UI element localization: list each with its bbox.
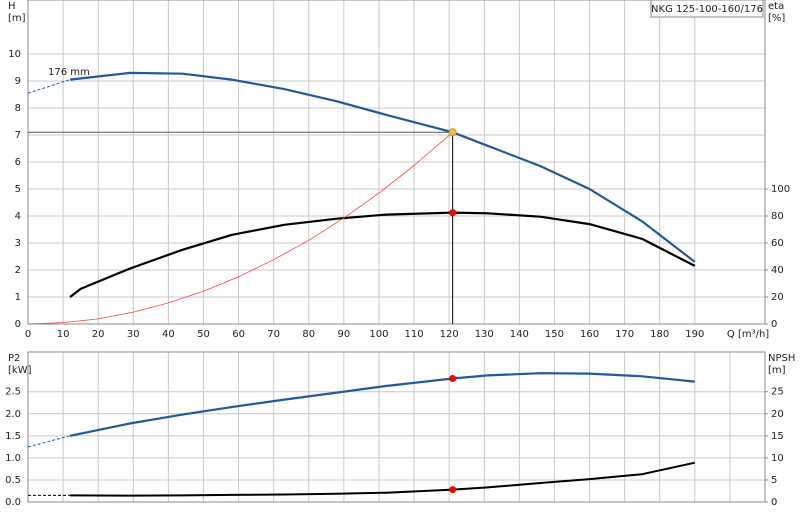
x-tick-label: 80 [302,329,315,340]
y-tick-label: 1 [15,292,21,303]
x-tick-label: 100 [369,329,388,340]
series-line [27,79,71,94]
operating-point [448,128,457,137]
series-line [69,71,696,263]
y2-tick-label: 100 [771,184,790,195]
series-line [27,435,71,448]
x-tick-label: 60 [232,329,245,340]
x-tick-label: 70 [267,329,280,340]
x-tick-label: 180 [650,329,669,340]
y2-tick-label: 60 [771,238,784,249]
x-tick-label: 10 [57,329,70,340]
y2-axis-unit: [%] [768,13,785,24]
y-tick-label: 7 [15,130,21,141]
y2-axis-label: NPSH [768,353,795,364]
y2-tick-label: 0 [771,319,777,330]
title-box [650,0,764,18]
x-tick-label: 170 [615,329,634,340]
y2-tick-label: 10 [771,453,784,464]
series-line [27,131,453,325]
y2-tick-label: 80 [771,211,784,222]
y-tick-label: 10 [8,49,21,60]
y-axis-label: H [8,1,16,12]
plot-frame [27,351,766,503]
series-line [70,461,696,497]
operating-point [449,374,457,382]
x-tick-label: 0 [25,329,31,340]
x-tick-label: 120 [440,329,459,340]
y2-tick-label: 25 [771,387,784,398]
y2-tick-label: 5 [771,475,777,486]
y-axis-label: P2 [8,353,20,364]
y-tick-label: 6 [15,157,21,168]
x-axis-label: Q [m³/h] [727,329,769,340]
x-tick-label: 190 [685,329,704,340]
y-tick-label: 5 [15,184,21,195]
x-tick-label: 50 [197,329,210,340]
x-tick-label: 20 [92,329,105,340]
plot-frame [27,0,766,325]
y2-tick-label: 40 [771,265,784,276]
y2-tick-label: 20 [771,409,784,420]
y-tick-label: 4 [15,211,21,222]
x-tick-label: 90 [337,329,350,340]
x-tick-label: 150 [545,329,564,340]
x-tick-label: 140 [510,329,529,340]
y-tick-label: 1.0 [5,453,21,464]
annotation: 176 mm [48,67,90,78]
y-tick-label: 1.5 [5,431,21,442]
x-tick-label: 110 [405,329,424,340]
x-tick-label: 30 [127,329,140,340]
y-tick-label: 0 [15,319,21,330]
y2-axis-label: eta [768,1,784,12]
y-tick-label: 2 [15,265,21,276]
y-tick-label: 2.0 [5,409,21,420]
y-tick-label: 3 [15,238,21,249]
y2-tick-label: 15 [771,431,784,442]
x-tick-label: 40 [162,329,175,340]
y2-tick-label: 20 [771,292,784,303]
y-tick-label: 0.5 [5,475,21,486]
series-line [69,372,695,437]
y2-axis-unit: [m] [768,365,786,376]
y-tick-label: 8 [15,103,21,114]
chart-title: NKG 125-100-160/176 [651,4,763,15]
y-axis-unit: [kW] [8,365,32,376]
y-axis-unit: [m] [8,13,26,24]
x-tick-label: 160 [580,329,599,340]
operating-point [449,486,457,494]
series-line [69,211,696,298]
x-tick-label: 130 [475,329,494,340]
operating-point [449,209,457,217]
y-tick-label: 9 [15,76,21,87]
y-tick-label: 2.5 [5,387,21,398]
y2-tick-label: 0 [771,497,777,508]
y-tick-label: 0.0 [5,497,21,508]
